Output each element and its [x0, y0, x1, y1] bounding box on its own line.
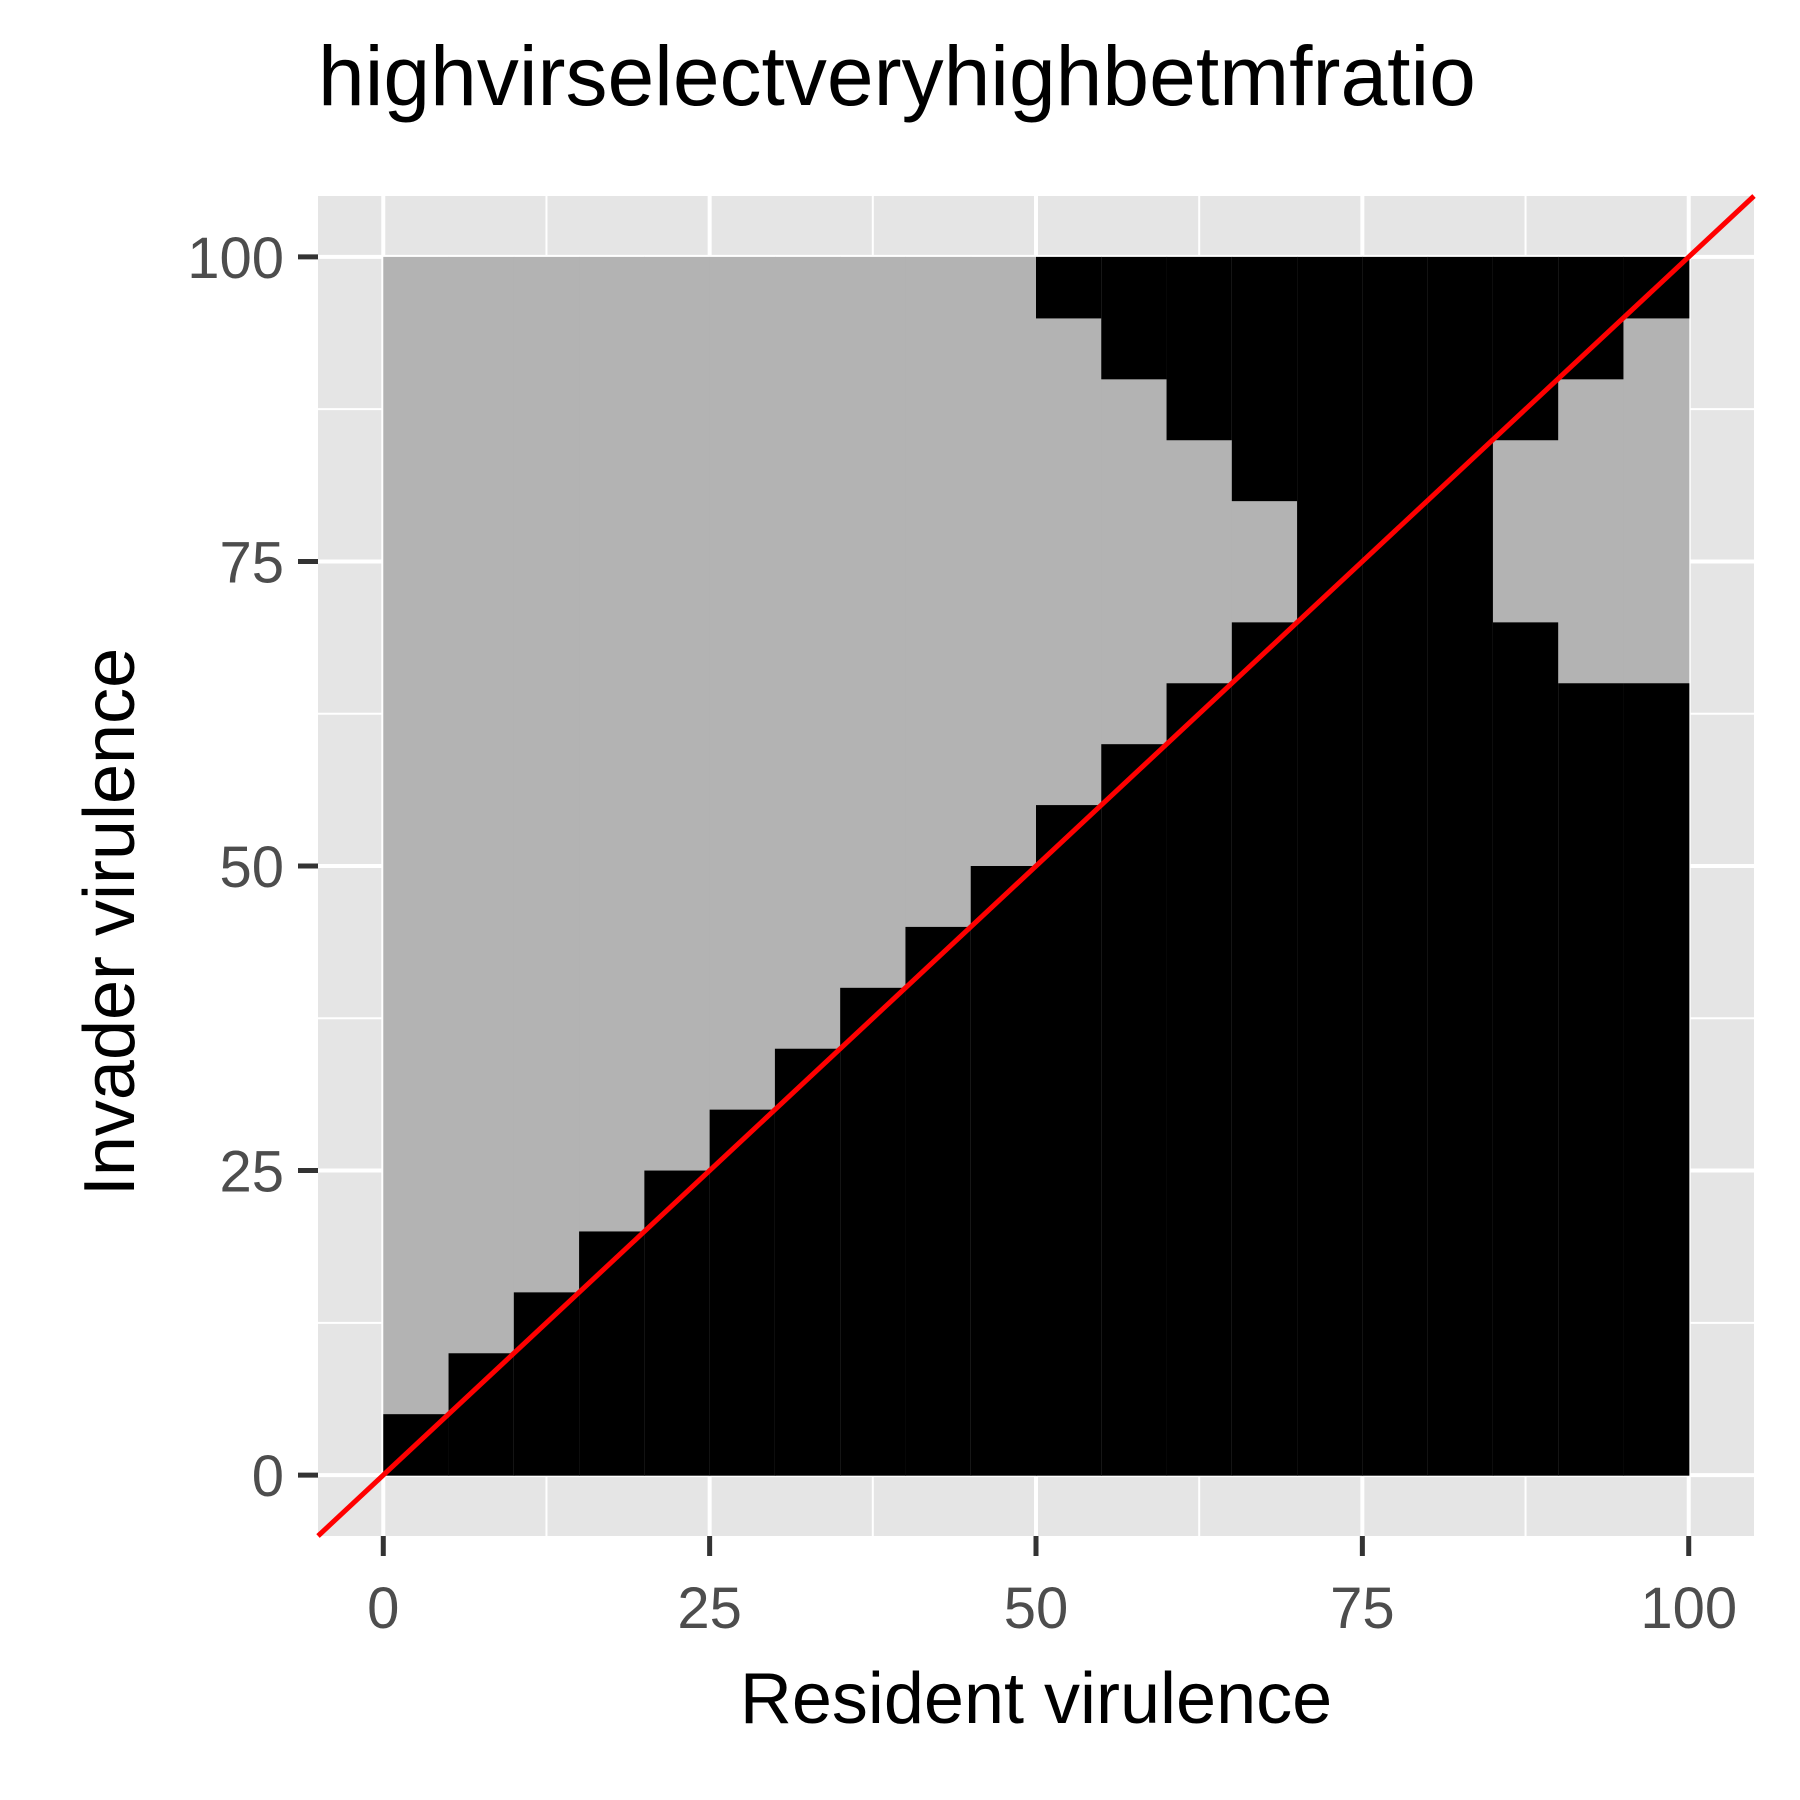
- heatmap-cell-black-top: [1166, 256, 1233, 441]
- heatmap-cell-black: [1166, 683, 1233, 1476]
- heatmap-cell-black: [1427, 256, 1494, 1476]
- heatmap-cell-black: [448, 1353, 515, 1476]
- x-tick-label: 75: [1330, 1576, 1395, 1641]
- x-tick-label: 50: [1004, 1576, 1069, 1641]
- x-tick-label: 100: [1640, 1576, 1737, 1641]
- heatmap-cell-black: [1036, 805, 1102, 1476]
- x-axis-label: Resident virulence: [739, 1659, 1333, 1739]
- heatmap-cell-black-top: [1492, 256, 1559, 441]
- y-tick-label: 0: [252, 1444, 284, 1509]
- heatmap-cell-black: [1558, 683, 1625, 1476]
- y-tick-label: 75: [219, 530, 284, 595]
- x-tick-label: 25: [677, 1576, 742, 1641]
- heatmap-cell-black: [970, 866, 1037, 1476]
- y-tick-label: 50: [219, 835, 284, 900]
- heatmap-cell-black-top: [1036, 256, 1102, 319]
- heatmap-cell-black: [1231, 622, 1298, 1476]
- chart-title: highvirselectveryhighbetmfratio: [318, 29, 1476, 123]
- y-tick-label: 100: [187, 226, 284, 291]
- diagonal-line: [316, 194, 1756, 1538]
- heatmap-cell-black: [644, 1170, 711, 1476]
- heatmap-cell-grey: [383, 256, 450, 1476]
- heatmap-cell-black: [1492, 622, 1559, 1476]
- heatmap-cell-black: [1297, 256, 1363, 1476]
- x-tick-label: 0: [367, 1576, 399, 1641]
- heatmap-cell-black-top: [1101, 256, 1168, 380]
- heatmap-cell-black-top: [1558, 256, 1625, 380]
- heatmap-cell-black: [1362, 256, 1429, 1476]
- y-axis-label: Invader virulence: [70, 647, 150, 1197]
- heatmap-cell-black: [774, 1048, 841, 1476]
- heatmap-cell-black: [709, 1109, 776, 1476]
- heatmap-cell-black: [1623, 683, 1690, 1476]
- heatmap-cell-black: [1101, 744, 1168, 1476]
- y-tick-label: 25: [219, 1140, 284, 1205]
- heatmap-cell-black: [840, 987, 907, 1476]
- heatmap-cell-black: [579, 1231, 645, 1476]
- heatmap-cell-black-top: [1231, 256, 1298, 502]
- heatmap-cell-grey: [448, 256, 515, 1476]
- heatmap-cell-black: [905, 926, 972, 1476]
- heatmap-cell-grey: [513, 256, 580, 1476]
